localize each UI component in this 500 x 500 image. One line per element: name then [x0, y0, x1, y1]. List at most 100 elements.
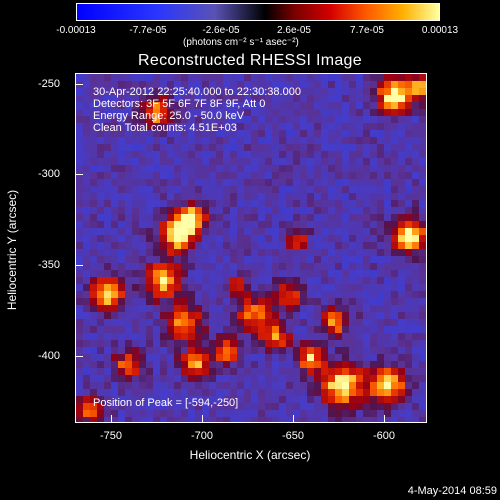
heatmap-pixel [223, 109, 230, 116]
heatmap-pixel [272, 109, 279, 116]
heatmap-pixel [202, 298, 209, 305]
heatmap-pixel [398, 228, 405, 235]
heatmap-pixel [216, 410, 223, 417]
heatmap-pixel [146, 235, 153, 242]
heatmap-pixel [216, 172, 223, 179]
heatmap-pixel [398, 144, 405, 151]
heatmap-pixel [97, 354, 104, 361]
heatmap-pixel [279, 158, 286, 165]
heatmap-pixel [202, 228, 209, 235]
heatmap-pixel [132, 291, 139, 298]
heatmap-pixel [398, 319, 405, 326]
heatmap-pixel [83, 242, 90, 249]
heatmap-pixel [405, 165, 412, 172]
heatmap-pixel [104, 151, 111, 158]
heatmap-pixel [342, 368, 349, 375]
heatmap-pixel [412, 186, 419, 193]
heatmap-pixel [76, 417, 83, 422]
heatmap-pixel [97, 221, 104, 228]
heatmap-pixel [265, 200, 272, 207]
heatmap-pixel [146, 221, 153, 228]
heatmap-pixel [209, 207, 216, 214]
heatmap-pixel [258, 319, 265, 326]
heatmap-pixel [153, 389, 160, 396]
heatmap-pixel [132, 263, 139, 270]
heatmap-pixel [307, 277, 314, 284]
heatmap-pixel [258, 88, 265, 95]
heatmap-pixel [300, 221, 307, 228]
heatmap-pixel [419, 368, 426, 375]
heatmap-pixel [202, 368, 209, 375]
heatmap-pixel [398, 123, 405, 130]
heatmap-pixel [118, 277, 125, 284]
heatmap-pixel [104, 88, 111, 95]
heatmap-pixel [398, 291, 405, 298]
heatmap-pixel [104, 354, 111, 361]
heatmap-pixel [216, 270, 223, 277]
heatmap-pixel [300, 270, 307, 277]
heatmap-pixel [286, 375, 293, 382]
heatmap-pixel [356, 361, 363, 368]
heatmap-pixel [321, 403, 328, 410]
x-tick [202, 415, 203, 423]
heatmap-pixel [377, 284, 384, 291]
heatmap-pixel [167, 200, 174, 207]
heatmap-pixel [384, 389, 391, 396]
y-tick-label: -300 [37, 168, 60, 180]
heatmap-pixel [307, 270, 314, 277]
heatmap-pixel [293, 291, 300, 298]
heatmap-pixel [321, 410, 328, 417]
heatmap-pixel [328, 396, 335, 403]
heatmap-pixel [188, 249, 195, 256]
heatmap-pixel [181, 88, 188, 95]
heatmap-pixel [314, 235, 321, 242]
heatmap-pixel [83, 228, 90, 235]
heatmap-pixel [265, 158, 272, 165]
heatmap-pixel [118, 333, 125, 340]
heatmap-pixel [160, 137, 167, 144]
heatmap-pixel [132, 256, 139, 263]
heatmap-pixel [265, 228, 272, 235]
heatmap-pixel [384, 319, 391, 326]
heatmap-pixel [132, 403, 139, 410]
heatmap-pixel [349, 95, 356, 102]
heatmap-pixel [195, 123, 202, 130]
heatmap-pixel [321, 158, 328, 165]
heatmap-pixel [118, 340, 125, 347]
heatmap-pixel [321, 102, 328, 109]
heatmap-pixel [125, 242, 132, 249]
heatmap-pixel [384, 263, 391, 270]
heatmap-pixel [419, 396, 426, 403]
heatmap-pixel [265, 130, 272, 137]
heatmap-pixel [237, 88, 244, 95]
heatmap-pixel [300, 88, 307, 95]
heatmap-pixel [216, 221, 223, 228]
heatmap-pixel [181, 361, 188, 368]
heatmap-pixel [188, 74, 195, 81]
heatmap-pixel [286, 74, 293, 81]
heatmap-pixel [209, 109, 216, 116]
heatmap-pixel [216, 326, 223, 333]
heatmap-pixel [384, 179, 391, 186]
heatmap-pixel [300, 319, 307, 326]
heatmap-pixel [321, 151, 328, 158]
heatmap-pixel [321, 305, 328, 312]
heatmap-pixel [195, 116, 202, 123]
heatmap-pixel [363, 200, 370, 207]
heatmap-pixel [363, 319, 370, 326]
heatmap-pixel [272, 291, 279, 298]
heatmap-pixel [384, 242, 391, 249]
heatmap-pixel [272, 256, 279, 263]
heatmap-pixel [272, 319, 279, 326]
heatmap-pixel [202, 361, 209, 368]
heatmap-pixel [188, 396, 195, 403]
heatmap-pixel [279, 179, 286, 186]
heatmap-pixel [167, 410, 174, 417]
heatmap-pixel [363, 165, 370, 172]
heatmap-pixel [307, 340, 314, 347]
heatmap-pixel [209, 95, 216, 102]
heatmap-pixel [356, 396, 363, 403]
heatmap-pixel [342, 144, 349, 151]
heatmap-pixel [307, 179, 314, 186]
heatmap-pixel [335, 263, 342, 270]
